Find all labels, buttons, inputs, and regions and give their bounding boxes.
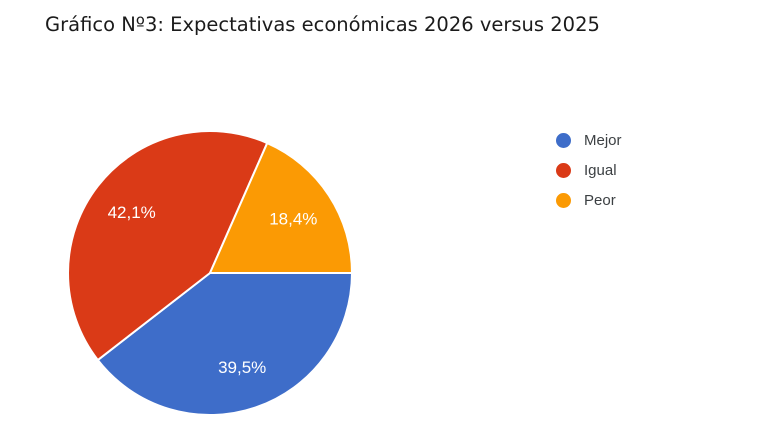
pie-slice-mejor: [96, 272, 353, 416]
pie-chart: 39,5% 42,1% 18,4%: [60, 123, 360, 423]
legend-item-peor: Peor: [556, 190, 622, 210]
legend-item-igual: Igual: [556, 160, 622, 180]
legend-item-mejor: Mejor: [556, 130, 622, 150]
chart-legend: Mejor Igual Peor: [556, 130, 622, 220]
pie-slice-value-label: 42,1%: [108, 203, 156, 222]
legend-item-label: Peor: [584, 191, 616, 209]
pie-slice-value-label: 39,5%: [218, 358, 266, 377]
pie-slice-value-label: 18,4%: [269, 210, 317, 229]
legend-color-dot-icon: [556, 192, 571, 208]
chart-title: Gráfico Nº3: Expectativas económicas 202…: [45, 13, 600, 36]
pie-slice-igual: [67, 130, 269, 362]
legend-item-label: Igual: [584, 161, 617, 179]
legend-color-dot-icon: [556, 162, 571, 178]
legend-color-dot-icon: [556, 132, 571, 148]
pie-slice-peor: [209, 142, 353, 274]
pie-chart-svg: 39,5% 42,1% 18,4%: [67, 130, 353, 416]
legend-item-label: Mejor: [584, 131, 622, 149]
